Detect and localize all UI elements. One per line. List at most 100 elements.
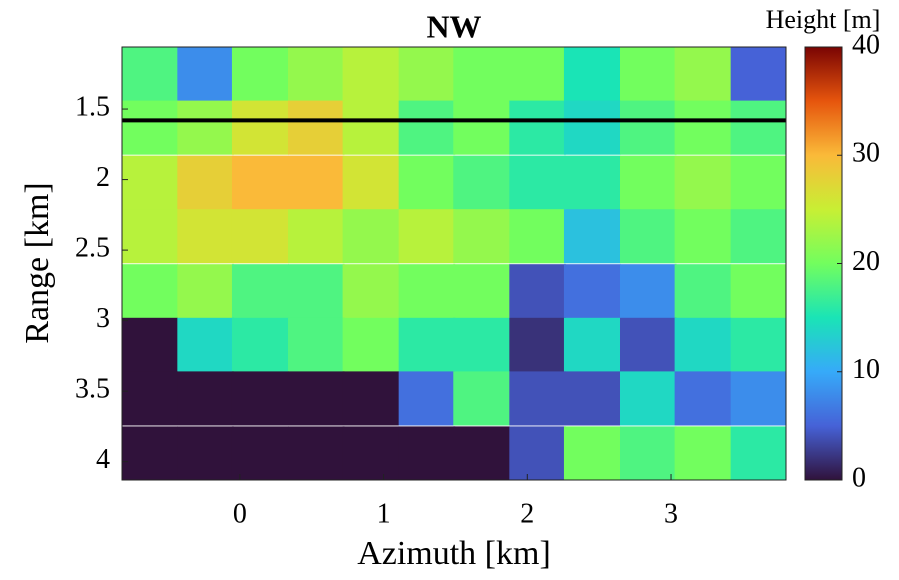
heatmap-cell xyxy=(563,209,621,264)
heatmap-cell xyxy=(342,47,400,102)
heatmap-cell xyxy=(177,426,234,480)
heatmap-cell xyxy=(177,47,234,102)
heatmap-cell xyxy=(509,100,566,155)
colorbar xyxy=(804,46,843,481)
heatmap-cell xyxy=(122,209,178,264)
heatmap-cell xyxy=(398,371,456,426)
heatmap-cell xyxy=(730,209,786,264)
heatmap-cell xyxy=(398,426,456,480)
heatmap-cell xyxy=(288,264,345,319)
heatmap-cell xyxy=(453,209,510,264)
heatmap-cell xyxy=(177,155,234,210)
heatmap-cell xyxy=(509,317,566,372)
heatmap-cell xyxy=(509,155,566,210)
heatmap-cell xyxy=(453,317,510,372)
heatmap-cell xyxy=(453,100,510,155)
heatmap-cell xyxy=(730,264,786,319)
x-tick-label: 0 xyxy=(233,498,247,529)
heatmap-cell xyxy=(674,426,732,480)
heatmap-cell xyxy=(674,47,732,102)
heatmap-cell xyxy=(231,209,289,264)
colorbar-tick-label: 40 xyxy=(852,29,880,60)
heatmap-cell xyxy=(730,100,786,155)
y-tick-label: 4 xyxy=(96,444,110,475)
y-tick-label: 2 xyxy=(96,162,110,193)
heatmap-cell xyxy=(342,209,400,264)
heatmap-cell xyxy=(177,100,234,155)
x-tick-label: 3 xyxy=(664,498,678,529)
heatmap-cell xyxy=(342,371,400,426)
heatmap-cell xyxy=(563,155,621,210)
heatmap-cell xyxy=(730,155,786,210)
heatmap-cell xyxy=(674,317,732,372)
heatmap-cell xyxy=(288,317,345,372)
heatmap-cell xyxy=(231,426,289,480)
heatmap-cell xyxy=(453,426,510,480)
y-tick-label: 2.5 xyxy=(75,233,110,264)
colorbar-label: Height [m] xyxy=(766,5,881,34)
heatmap-cell xyxy=(509,426,566,480)
heatmap-cell xyxy=(398,209,456,264)
heatmap-cell xyxy=(563,264,621,319)
heatmap-cell xyxy=(509,209,566,264)
heatmap-cell xyxy=(453,371,510,426)
heatmap-cell xyxy=(288,426,345,480)
heatmap-cell xyxy=(122,155,178,210)
colorbar-tick-label: 10 xyxy=(852,354,880,385)
colorbar-tick-label: 30 xyxy=(852,138,880,169)
heatmap-cell xyxy=(231,317,289,372)
heatmap-cell xyxy=(231,264,289,319)
heatmap-cell xyxy=(122,264,178,319)
x-tick-label: 1 xyxy=(377,498,391,529)
heatmap-cell xyxy=(177,209,234,264)
x-tick-label: 2 xyxy=(520,498,534,529)
heatmap-cell xyxy=(398,264,456,319)
heatmap-cell xyxy=(730,47,786,102)
heatmap-cell xyxy=(563,100,621,155)
colorbar-tick-label: 0 xyxy=(852,462,866,493)
heatmap-cell xyxy=(231,47,289,102)
heatmap-cell xyxy=(342,100,400,155)
y-tick-label: 1.5 xyxy=(75,91,110,122)
heatmap-cell xyxy=(122,100,178,155)
heatmap-cell xyxy=(453,264,510,319)
heatmap-cell xyxy=(509,47,566,102)
heatmap-cell xyxy=(231,155,289,210)
colorbar-tick-label: 20 xyxy=(852,246,880,277)
heatmap-cell xyxy=(730,426,786,480)
heatmap-cell xyxy=(398,100,456,155)
heatmap-cell xyxy=(398,47,456,102)
heatmap-cell xyxy=(620,426,677,480)
heatmap-cell xyxy=(674,209,732,264)
heatmap-cell xyxy=(342,317,400,372)
heatmap-cell xyxy=(288,47,345,102)
heatmap-cell xyxy=(122,371,178,426)
heatmap-cell xyxy=(231,371,289,426)
heatmap-cell xyxy=(730,371,786,426)
heatmap-cell xyxy=(288,155,345,210)
heatmap-cell xyxy=(620,371,677,426)
heatmap-cell xyxy=(620,264,677,319)
heatmap xyxy=(122,47,786,480)
heatmap-cell xyxy=(563,371,621,426)
heatmap-cell xyxy=(674,155,732,210)
y-tick-label: 3 xyxy=(96,303,110,334)
heatmap-cell xyxy=(563,317,621,372)
heatmap-cell xyxy=(231,100,289,155)
heatmap-cell xyxy=(398,155,456,210)
heatmap-cell xyxy=(620,47,677,102)
heatmap-cell xyxy=(398,317,456,372)
heatmap-cell xyxy=(288,371,345,426)
y-tick-label: 3.5 xyxy=(75,374,110,405)
heatmap-cell xyxy=(177,264,234,319)
heatmap-cell xyxy=(453,155,510,210)
heatmap-cell xyxy=(563,426,621,480)
heatmap-cell xyxy=(620,317,677,372)
heatmap-cell xyxy=(177,317,234,372)
heatmap-cell xyxy=(674,100,732,155)
heatmap-cell xyxy=(674,264,732,319)
heatmap-cell xyxy=(453,47,510,102)
heatmap-cell xyxy=(509,371,566,426)
x-axis-label: Azimuth [km] xyxy=(357,535,551,572)
heatmap-cell xyxy=(122,317,178,372)
